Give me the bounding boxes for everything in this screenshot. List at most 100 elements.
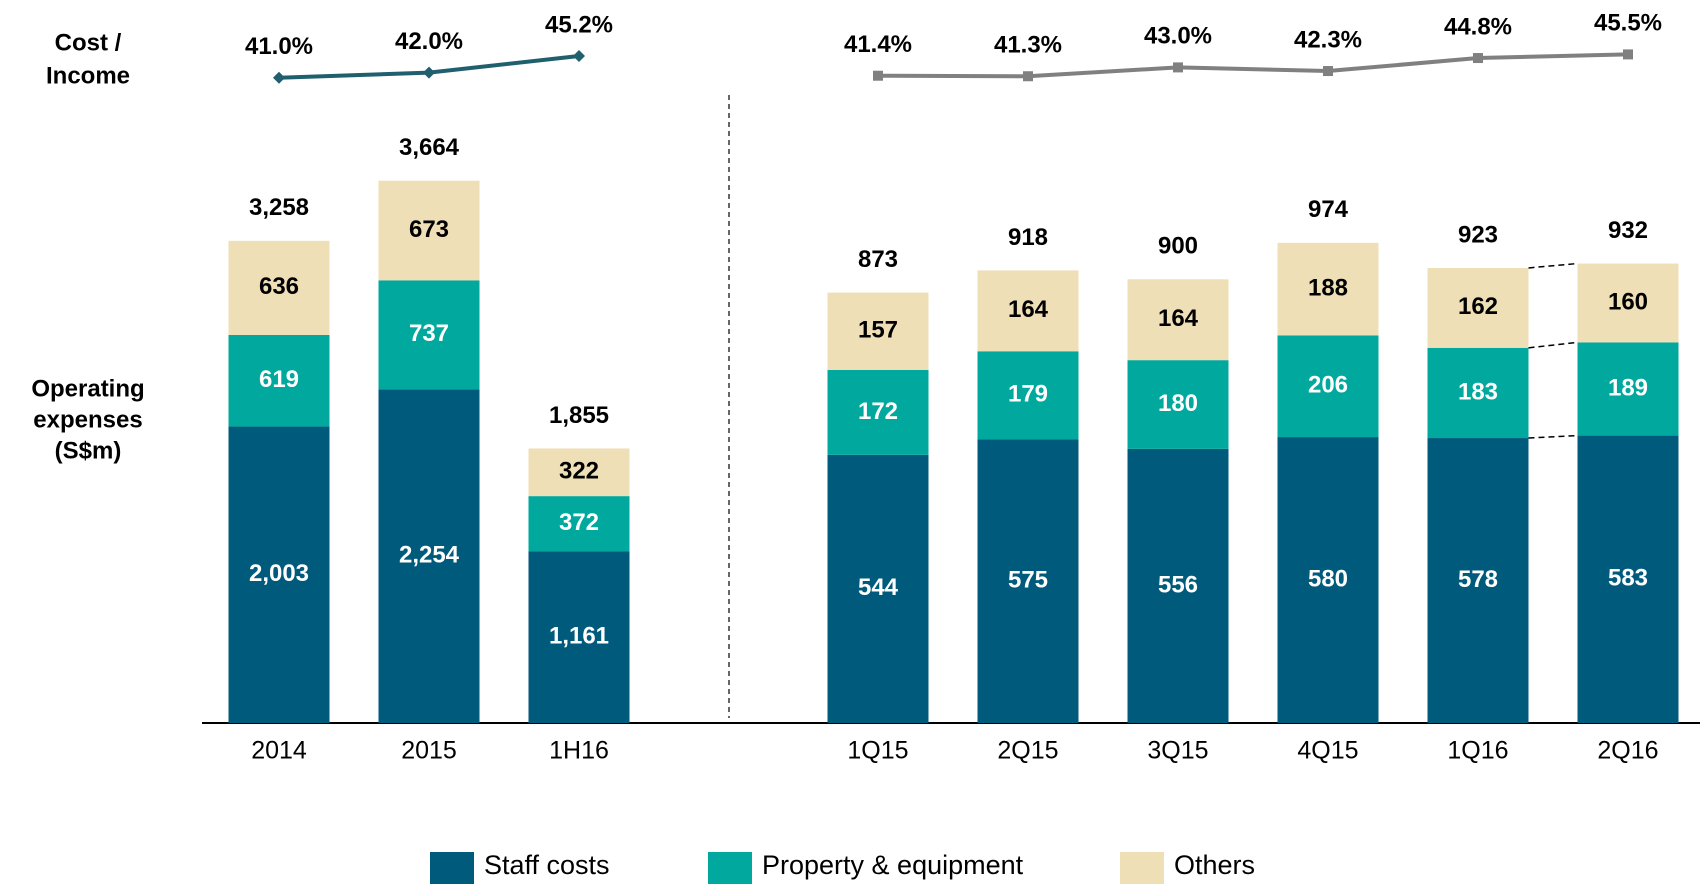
bar-label: 206 (1308, 372, 1348, 399)
line-marker (873, 70, 883, 81)
bar-label: 188 (1308, 275, 1348, 302)
bar-segment (1427, 347, 1529, 439)
bar-label: 673 (409, 216, 449, 243)
x-tick-label: 2Q16 (1597, 737, 1658, 765)
bar-segment (528, 496, 630, 552)
bar-label: 636 (259, 273, 299, 300)
x-tick-label: 2Q15 (997, 737, 1058, 765)
bar-label: 164 (1158, 305, 1199, 332)
bar-label: 162 (1458, 293, 1498, 320)
line-marker (573, 49, 585, 62)
connector (1528, 434, 1578, 439)
bar-segment (1127, 360, 1229, 449)
bar-label: 164 (1008, 296, 1049, 323)
line-marker (1623, 49, 1633, 60)
bar-segment (378, 180, 480, 281)
y-axis-label: (S$m) (55, 437, 122, 464)
total-label: 873 (858, 246, 898, 273)
bar-segment (827, 454, 929, 723)
total-label: 974 (1308, 196, 1349, 223)
legend-swatch (430, 852, 474, 884)
bar-label: 580 (1308, 565, 1348, 592)
legend-label: Others (1174, 850, 1255, 880)
x-tick-label: 3Q15 (1147, 737, 1208, 765)
line-label: 45.5% (1594, 10, 1662, 37)
bar-label: 179 (1008, 381, 1048, 408)
bar-segment (1127, 279, 1229, 361)
line-label: 42.3% (1294, 26, 1362, 53)
bar-label: 583 (1608, 565, 1648, 592)
bar-segment (378, 280, 480, 390)
bar-segment (827, 292, 929, 371)
line-label: 43.0% (1144, 23, 1212, 50)
legend-label: Property & equipment (762, 850, 1024, 880)
line-label: 41.4% (844, 31, 912, 58)
bar-segment (1127, 448, 1229, 723)
bar-segment (1277, 437, 1379, 723)
bar-label: 1,161 (549, 622, 609, 649)
bar-label: 180 (1158, 390, 1198, 417)
y-axis-label: Operating (31, 375, 144, 402)
x-tick-label: 1Q16 (1447, 737, 1508, 765)
bar-label: 556 (1158, 571, 1198, 598)
bar-segment (1427, 438, 1529, 723)
line-label: 45.2% (545, 11, 613, 38)
line-marker (1473, 53, 1483, 64)
bar-segment (228, 240, 330, 335)
total-label: 918 (1008, 224, 1048, 251)
line-marker (1023, 71, 1033, 82)
bar-segment (977, 439, 1079, 723)
total-label: 900 (1158, 233, 1198, 260)
bar-segment (827, 370, 929, 455)
connector (1528, 341, 1578, 349)
line-label: 41.3% (994, 32, 1062, 59)
bar-segment (528, 551, 630, 723)
bar-label: 183 (1458, 378, 1498, 405)
bar-segment (228, 426, 330, 723)
line-label: 41.0% (245, 33, 313, 60)
bar-label: 189 (1608, 374, 1648, 401)
x-tick-label: 4Q15 (1297, 737, 1358, 765)
line-marker (273, 71, 285, 84)
bar-segment (977, 351, 1079, 440)
line-label: 44.8% (1444, 13, 1512, 40)
x-tick-label: 2014 (251, 737, 307, 765)
bar-segment (378, 389, 480, 723)
bar-segment (1277, 335, 1379, 438)
bar-segment (1577, 342, 1679, 436)
total-label: 3,664 (399, 134, 460, 161)
bar-label: 172 (858, 398, 898, 425)
x-tick-label: 1H16 (549, 737, 609, 765)
line-marker (1323, 66, 1333, 77)
y2-axis-label: Cost / (55, 29, 122, 56)
bar-label: 2,003 (249, 560, 309, 587)
total-label: 3,258 (249, 194, 309, 221)
y2-axis-label: Income (46, 62, 130, 89)
line-label: 42.0% (395, 28, 463, 55)
bar-label: 157 (858, 317, 898, 344)
bar-label: 575 (1008, 567, 1048, 594)
bar-label: 578 (1458, 566, 1498, 593)
bar-label: 544 (858, 574, 899, 601)
bar-segment (528, 448, 630, 497)
legend-swatch (708, 852, 752, 884)
bar-label: 322 (559, 458, 599, 485)
bar-label: 372 (559, 509, 599, 536)
legend-swatch (1120, 852, 1164, 884)
bar-segment (977, 270, 1079, 352)
bar-segment (1427, 267, 1529, 348)
total-label: 923 (1458, 221, 1498, 248)
legend-label: Staff costs (484, 850, 610, 880)
total-label: 932 (1608, 217, 1648, 244)
bar-segment (228, 334, 330, 427)
line-marker (423, 66, 435, 79)
connector (1528, 262, 1578, 269)
y-axis-label: expenses (33, 406, 142, 433)
bar-label: 619 (259, 366, 299, 393)
x-tick-label: 1Q15 (847, 737, 908, 765)
bar-segment (1577, 435, 1679, 723)
line-marker (1173, 62, 1183, 73)
x-tick-label: 2015 (401, 737, 457, 765)
